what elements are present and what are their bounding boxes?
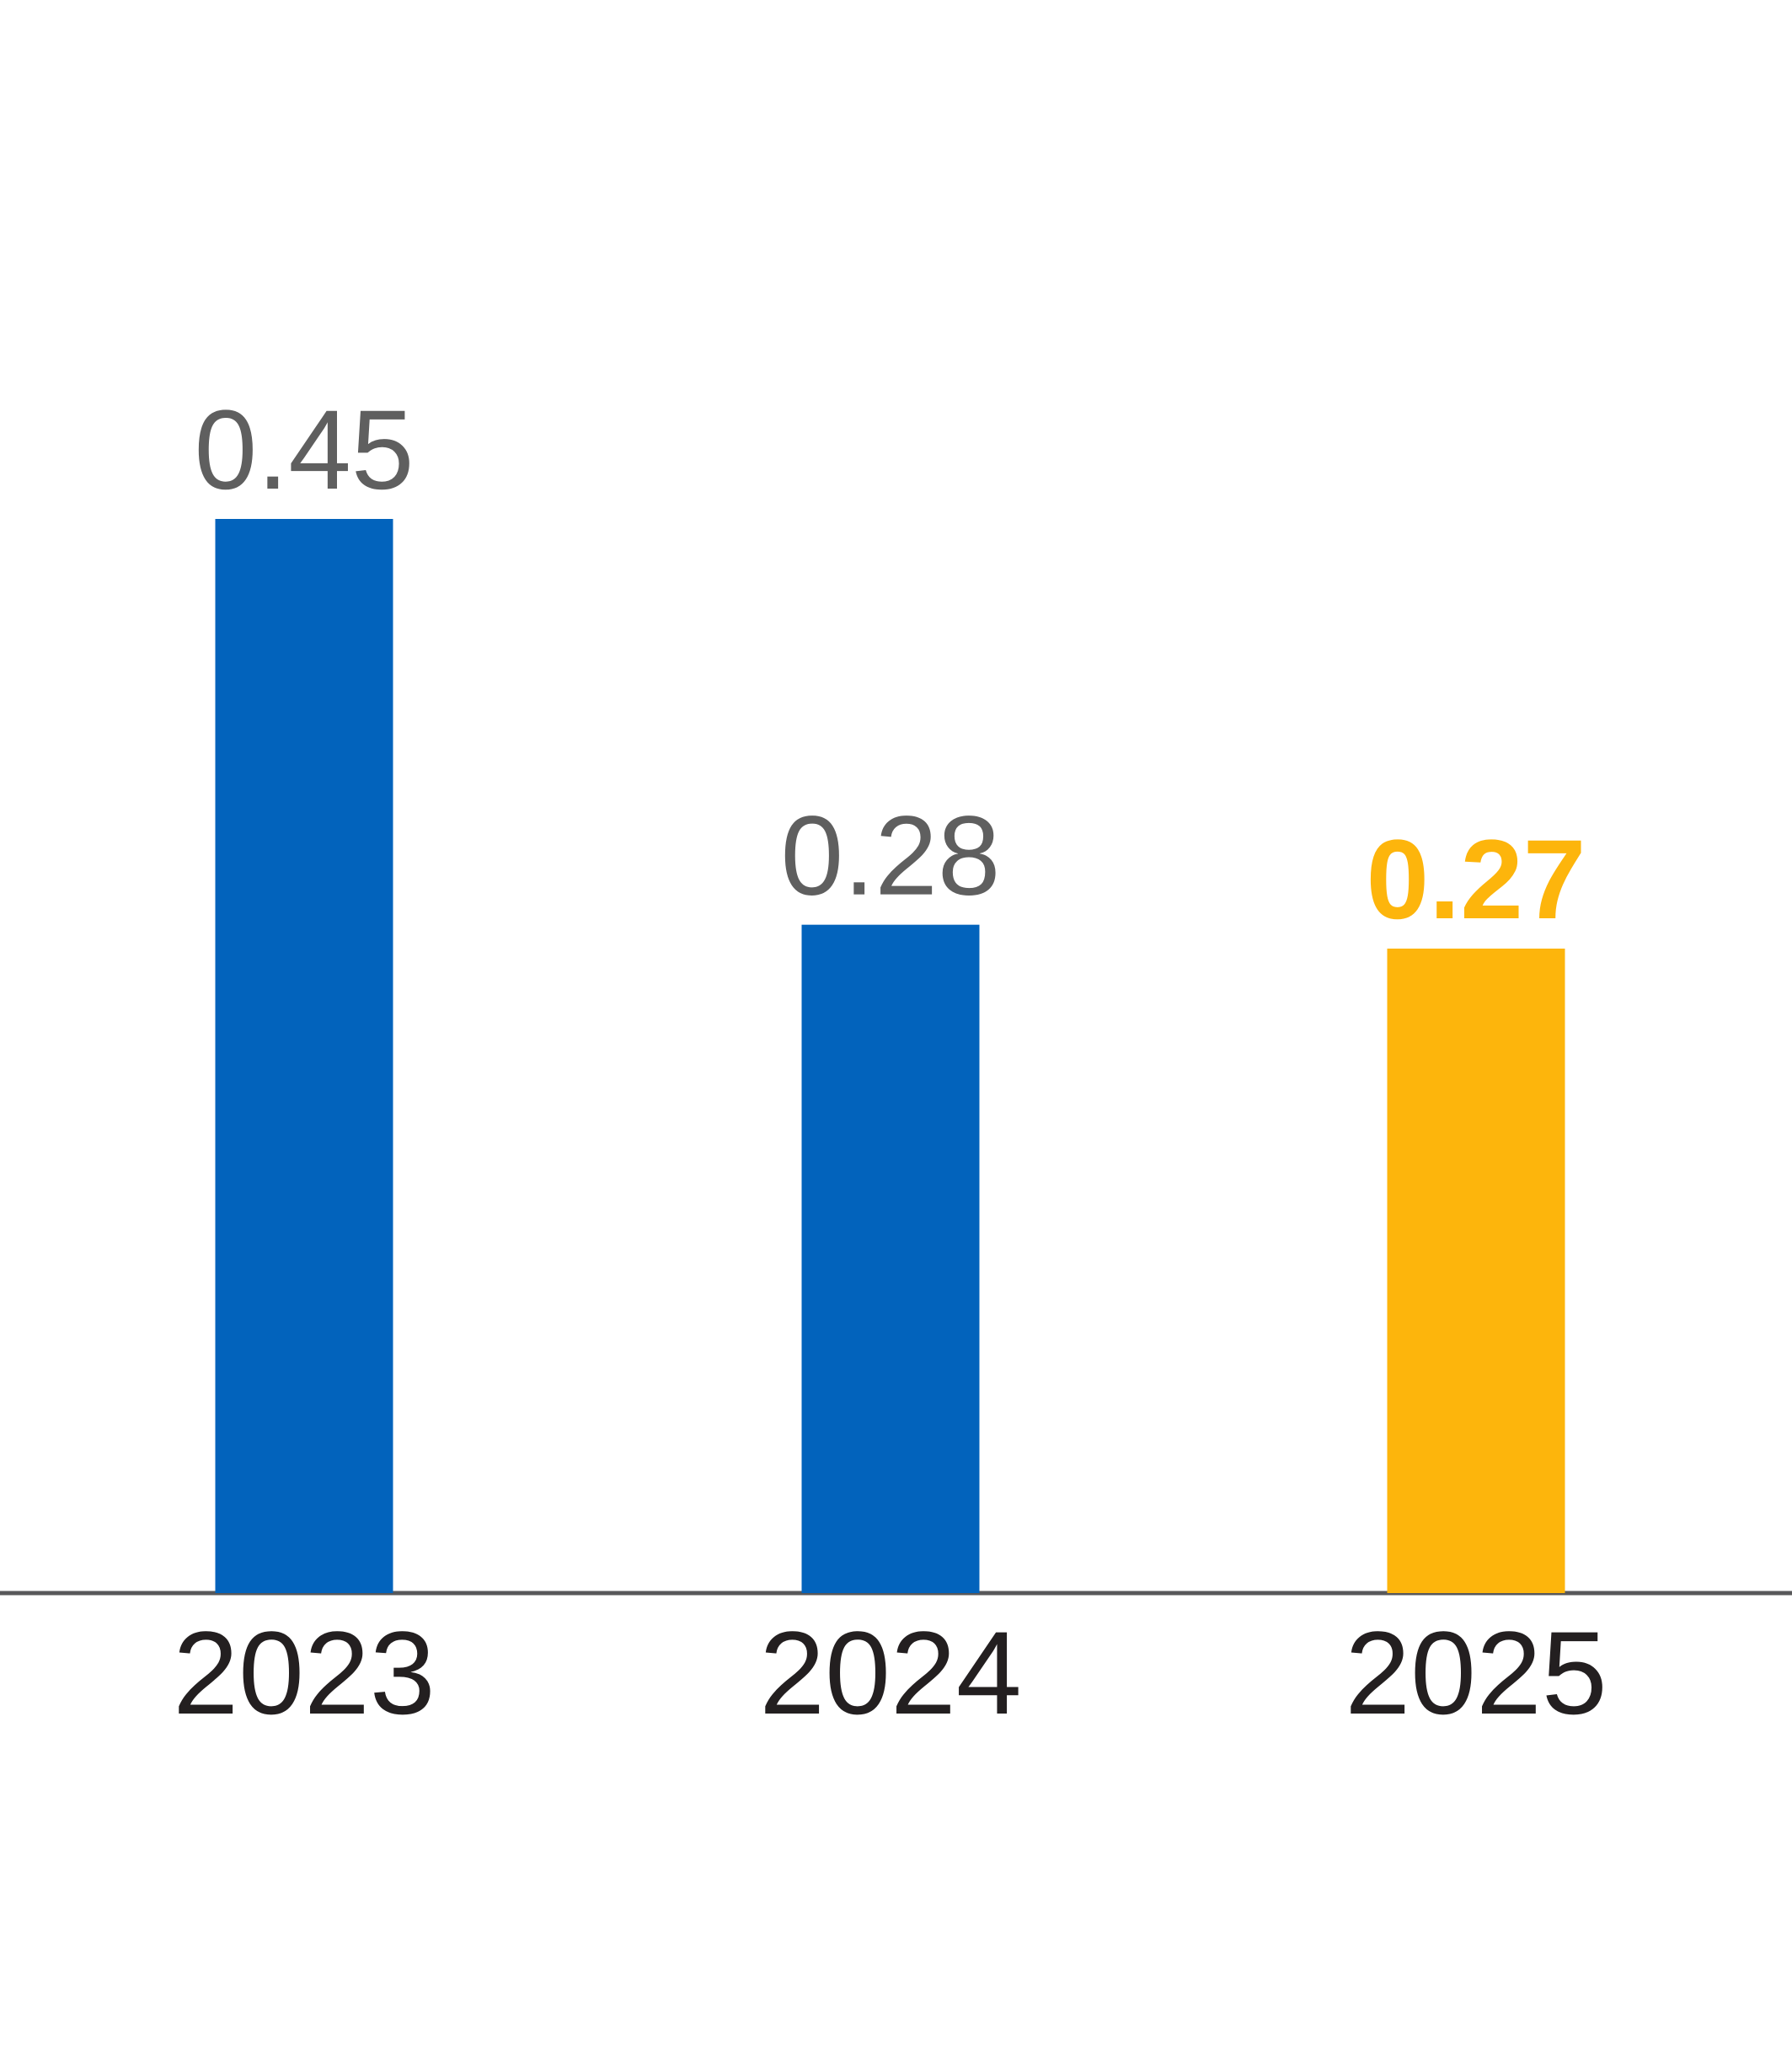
category-label-2025: 2025 [1345,1607,1607,1739]
value-labels-group: 0.45 0.28 0.27 [195,388,1586,943]
value-label-2025: 0.27 [1367,817,1586,943]
category-labels-group: 2023 2024 2025 [173,1607,1607,1739]
value-label-2023: 0.45 [195,388,415,513]
category-label-2024: 2024 [759,1607,1021,1739]
bars-group [215,519,1565,1593]
value-label-2024: 0.28 [781,794,1001,919]
bar-2023 [215,519,393,1593]
category-label-2023: 2023 [173,1607,435,1739]
bar-2025 [1387,949,1565,1593]
bar-2024 [801,924,980,1593]
